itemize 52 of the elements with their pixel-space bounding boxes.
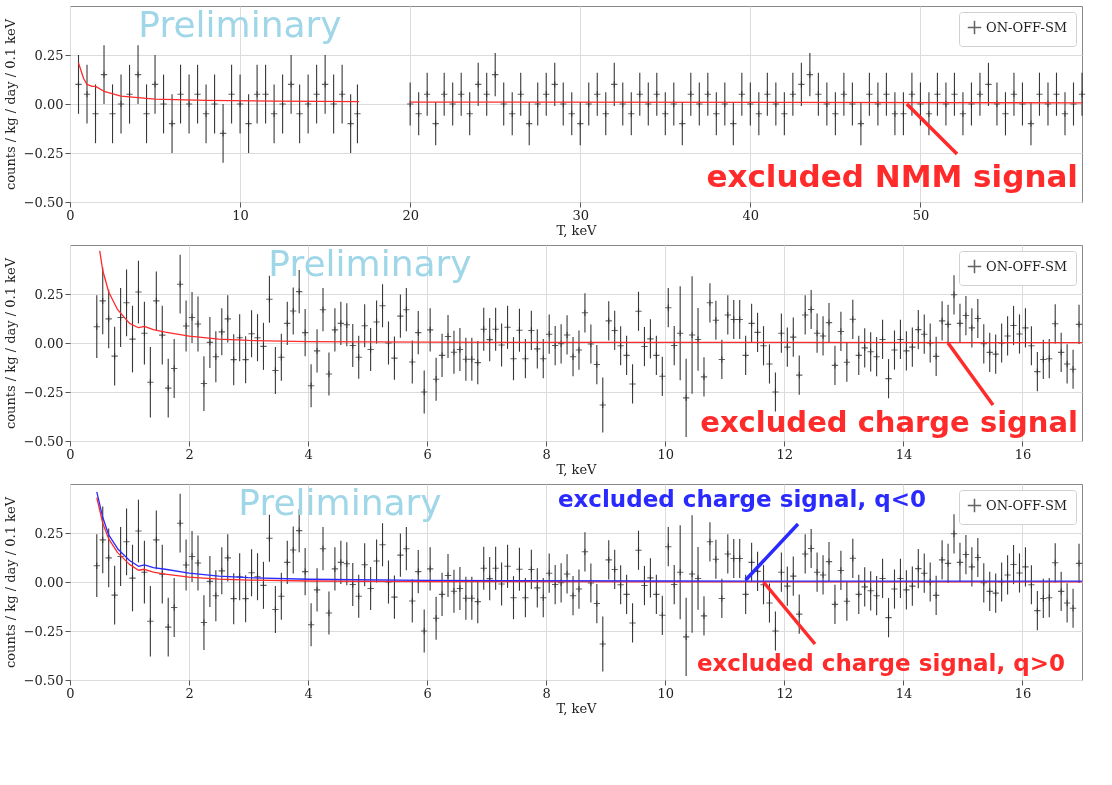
x-tick-label: 8 <box>542 446 551 462</box>
annotation: excluded charge signal <box>700 405 1078 439</box>
x-tick-label: 30 <box>572 207 590 223</box>
x-axis-title: T, keV <box>556 700 598 716</box>
x-axis-title: T, keV <box>556 222 598 238</box>
x-tick-label: 14 <box>895 446 913 462</box>
x-tick-label: 0 <box>66 685 75 701</box>
x-tick-label: 50 <box>912 207 930 223</box>
x-tick-label: 12 <box>776 446 794 462</box>
x-tick-label: 12 <box>776 685 794 701</box>
x-tick-label: 20 <box>402 207 419 223</box>
y-axis-title: counts / kg / day / 0.1 keV <box>2 496 18 669</box>
x-tick-label: 10 <box>657 685 675 701</box>
annotation: Preliminary <box>238 482 442 523</box>
x-tick-label: 2 <box>185 446 194 462</box>
y-tick-label: −0.25 <box>23 145 64 161</box>
y-tick-label: 0.00 <box>34 335 64 351</box>
x-tick-label: 16 <box>1014 446 1032 462</box>
annotation: excluded charge signal, q<0 <box>557 486 926 512</box>
legend-label: ON-OFF-SM <box>986 258 1068 274</box>
x-tick-label: 10 <box>232 207 249 223</box>
x-tick-label: 4 <box>304 446 313 462</box>
y-tick-label: 0.00 <box>34 96 64 112</box>
x-tick-label: 14 <box>895 685 913 701</box>
x-tick-label: 6 <box>423 446 432 462</box>
x-tick-label: 2 <box>185 685 194 701</box>
y-tick-label: −0.50 <box>23 672 64 688</box>
annotation: excluded NMM signal <box>706 158 1078 194</box>
y-tick-label: −0.50 <box>23 433 64 449</box>
x-tick-label: 0 <box>66 446 75 462</box>
x-tick-label: 16 <box>1014 685 1032 701</box>
x-tick-label: 4 <box>304 685 313 701</box>
y-tick-label: −0.50 <box>23 194 64 210</box>
legend-label: ON-OFF-SM <box>986 497 1068 513</box>
y-axis-title: counts / kg / day / 0.1 keV <box>2 18 18 191</box>
x-axis-title: T, keV <box>556 461 598 477</box>
y-tick-label: −0.25 <box>23 384 64 400</box>
y-tick-label: −0.25 <box>23 623 64 639</box>
y-tick-label: 0.25 <box>34 286 64 302</box>
x-tick-label: 8 <box>542 685 551 701</box>
annotation: Preliminary <box>268 243 472 284</box>
y-tick-label: 0.25 <box>34 525 64 541</box>
x-tick-label: 6 <box>423 685 432 701</box>
y-tick-label: 0.25 <box>34 47 64 63</box>
legend-label: ON-OFF-SM <box>986 19 1068 35</box>
x-tick-label: 40 <box>742 207 760 223</box>
x-tick-label: 10 <box>657 446 675 462</box>
annotation: Preliminary <box>138 4 342 45</box>
annotation: excluded charge signal, q>0 <box>696 650 1065 676</box>
x-tick-label: 0 <box>66 207 75 223</box>
y-tick-label: 0.00 <box>34 574 64 590</box>
y-axis-title: counts / kg / day / 0.1 keV <box>2 257 18 430</box>
